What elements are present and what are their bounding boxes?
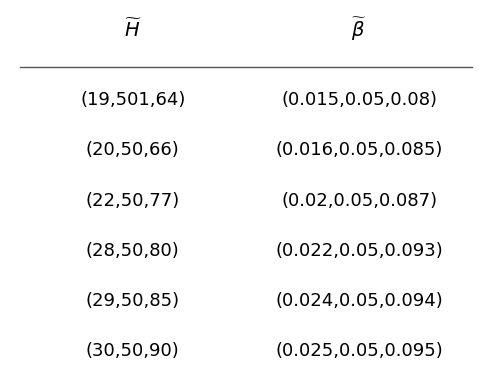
Text: (30,50,90): (30,50,90) [86, 343, 180, 360]
Text: (0.02,0.05,0.087): (0.02,0.05,0.087) [281, 192, 437, 209]
Text: $\widetilde{H}$: $\widetilde{H}$ [123, 18, 142, 41]
Text: (28,50,80): (28,50,80) [86, 242, 180, 260]
Text: (29,50,85): (29,50,85) [86, 292, 180, 310]
Text: $\widetilde{\beta}$: $\widetilde{\beta}$ [351, 16, 367, 43]
Text: (0.016,0.05,0.085): (0.016,0.05,0.085) [276, 141, 443, 159]
Text: (20,50,66): (20,50,66) [86, 141, 180, 159]
Text: (22,50,77): (22,50,77) [86, 192, 180, 209]
Text: (19,501,64): (19,501,64) [80, 91, 185, 109]
Text: (0.015,0.05,0.08): (0.015,0.05,0.08) [281, 91, 437, 109]
Text: (0.024,0.05,0.094): (0.024,0.05,0.094) [276, 292, 443, 310]
Text: (0.022,0.05,0.093): (0.022,0.05,0.093) [276, 242, 443, 260]
Text: (0.025,0.05,0.095): (0.025,0.05,0.095) [276, 343, 443, 360]
